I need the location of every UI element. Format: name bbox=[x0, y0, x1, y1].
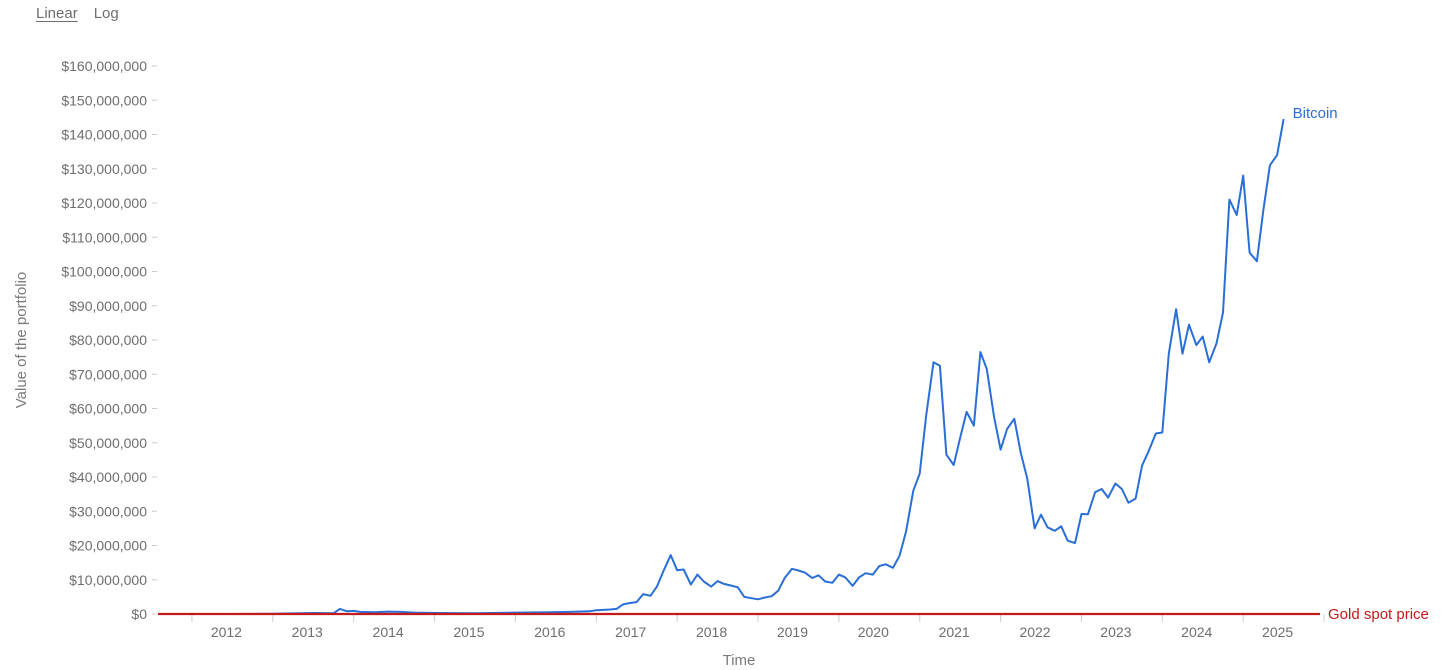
y-tick-label: $160,000,000 bbox=[61, 58, 147, 74]
x-tick-label: 2013 bbox=[292, 624, 323, 640]
y-tick-label: $60,000,000 bbox=[69, 401, 147, 417]
x-axis-title: Time bbox=[723, 652, 756, 669]
bitcoin-series-line bbox=[158, 118, 1285, 615]
scale-toggle: Linear Log bbox=[36, 5, 119, 22]
x-tick-label: 2021 bbox=[939, 624, 970, 640]
y-tick-label: $130,000,000 bbox=[61, 161, 147, 177]
y-tick-label: $90,000,000 bbox=[69, 298, 147, 314]
y-tick-label: $0 bbox=[131, 606, 147, 622]
x-tick-label: 2017 bbox=[615, 624, 646, 640]
y-tick-label: $100,000,000 bbox=[61, 264, 147, 280]
x-tick-label: 2023 bbox=[1100, 624, 1131, 640]
x-tick-label: 2025 bbox=[1262, 624, 1293, 640]
y-tick-label: $30,000,000 bbox=[69, 503, 147, 519]
y-tick-label: $110,000,000 bbox=[62, 229, 147, 245]
x-tick-label: 2020 bbox=[858, 624, 889, 640]
y-tick-label: $50,000,000 bbox=[69, 435, 147, 451]
gold-series-label: Gold spot price bbox=[1328, 606, 1429, 623]
x-tick-label: 2024 bbox=[1181, 624, 1212, 640]
y-tick-label: $40,000,000 bbox=[69, 469, 147, 485]
y-tick-label: $140,000,000 bbox=[61, 127, 147, 143]
x-tick-label: 2016 bbox=[534, 624, 565, 640]
x-axis: 2012 2013 2014 2015 2016 2017 2018 2019 2020 2021… bbox=[191, 614, 1325, 640]
y-axis: $0 $10,000,000 $20,000,000 $30,000,000 $40,0… bbox=[61, 58, 157, 622]
x-tick-label: 2022 bbox=[1019, 624, 1050, 640]
y-tick-label: $80,000,000 bbox=[69, 332, 147, 348]
y-tick-label: $20,000,000 bbox=[69, 538, 147, 554]
y-axis-title: Value of the portfolio bbox=[13, 272, 30, 408]
log-scale-button[interactable]: Log bbox=[93, 5, 119, 22]
y-tick-label: $70,000,000 bbox=[69, 366, 147, 382]
y-tick-label: $10,000,000 bbox=[69, 572, 147, 588]
x-tick-label: 2018 bbox=[696, 624, 727, 640]
bitcoin-series-label: Bitcoin bbox=[1293, 105, 1338, 122]
y-tick-label: $150,000,000 bbox=[61, 92, 147, 108]
x-tick-label: 2019 bbox=[777, 624, 808, 640]
x-tick-label: 2015 bbox=[453, 624, 484, 640]
linear-scale-button[interactable]: Linear bbox=[36, 5, 78, 22]
x-tick-label: 2014 bbox=[373, 624, 404, 640]
y-tick-label: $120,000,000 bbox=[61, 195, 147, 211]
x-tick-label: 2012 bbox=[211, 624, 242, 640]
series-layer: Bitcoin Gold spot price bbox=[158, 105, 1429, 623]
